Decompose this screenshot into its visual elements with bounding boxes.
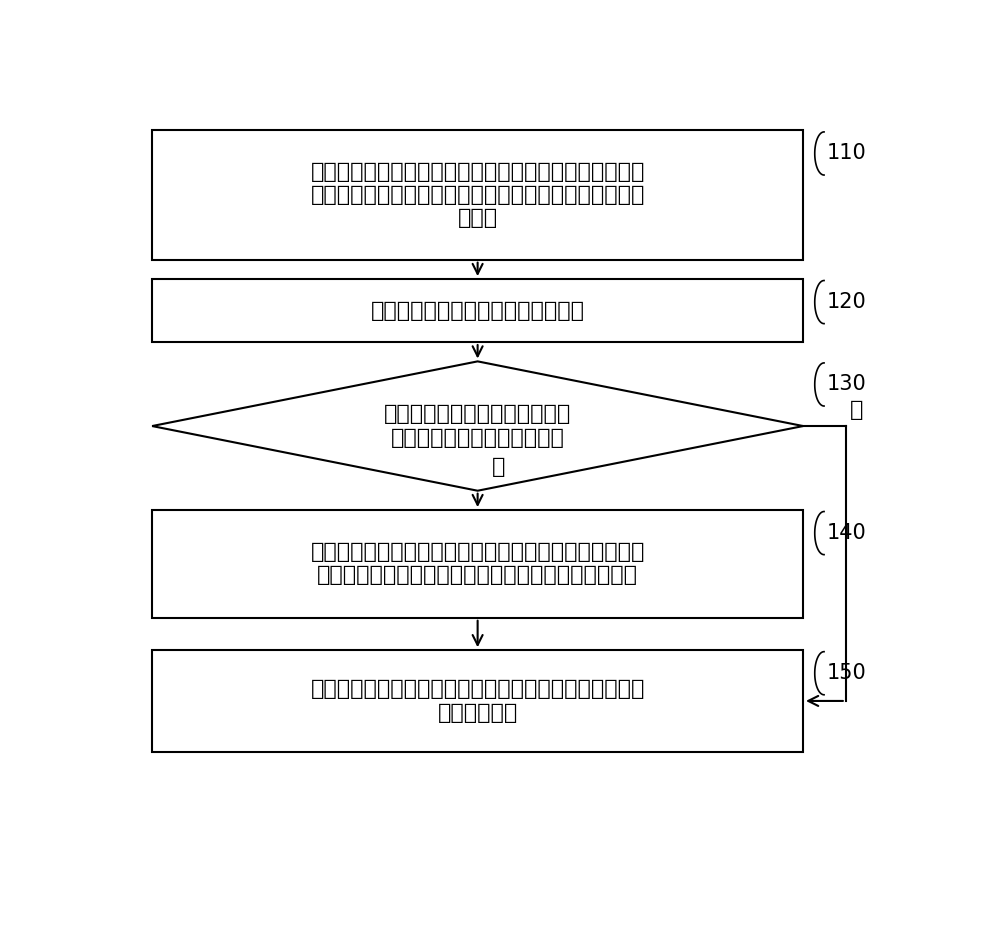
- FancyBboxPatch shape: [152, 510, 803, 618]
- FancyBboxPatch shape: [152, 131, 803, 259]
- Text: 启动运行可穿戴设备，计算可穿戴设备的初始位姿对应的
初始三维场景渲染数据，将初始三维场景渲染数据存储至
存储器: 启动运行可穿戴设备，计算可穿戴设备的初始位姿对应的 初始三维场景渲染数据，将初始…: [310, 162, 645, 228]
- Text: 140: 140: [827, 523, 867, 543]
- Text: 获取当前时刻可穿戴设备的当前位姿: 获取当前时刻可穿戴设备的当前位姿: [371, 301, 585, 320]
- Text: 130: 130: [827, 374, 867, 394]
- Text: 否: 否: [492, 457, 505, 477]
- Text: 根据存储器中存储的与当前位姿对应的三维场景渲染数据
绘制三维场景: 根据存储器中存储的与当前位姿对应的三维场景渲染数据 绘制三维场景: [310, 680, 645, 722]
- FancyBboxPatch shape: [152, 279, 803, 342]
- Text: 计算当前位姿对应的当前三维场景渲染数据，使用当前三
维场景渲染数据更新存储器中存储的三维场景渲染数据: 计算当前位姿对应的当前三维场景渲染数据，使用当前三 维场景渲染数据更新存储器中存…: [310, 543, 645, 585]
- Text: 120: 120: [827, 292, 867, 312]
- Polygon shape: [152, 361, 803, 491]
- FancyBboxPatch shape: [152, 650, 803, 752]
- Text: 110: 110: [827, 144, 867, 164]
- Text: 判断存储器中是否存储有与当前
位姿对应的三维场景渲染数据: 判断存储器中是否存储有与当前 位姿对应的三维场景渲染数据: [384, 405, 571, 447]
- Text: 是: 是: [850, 400, 863, 419]
- Text: 150: 150: [827, 663, 867, 683]
